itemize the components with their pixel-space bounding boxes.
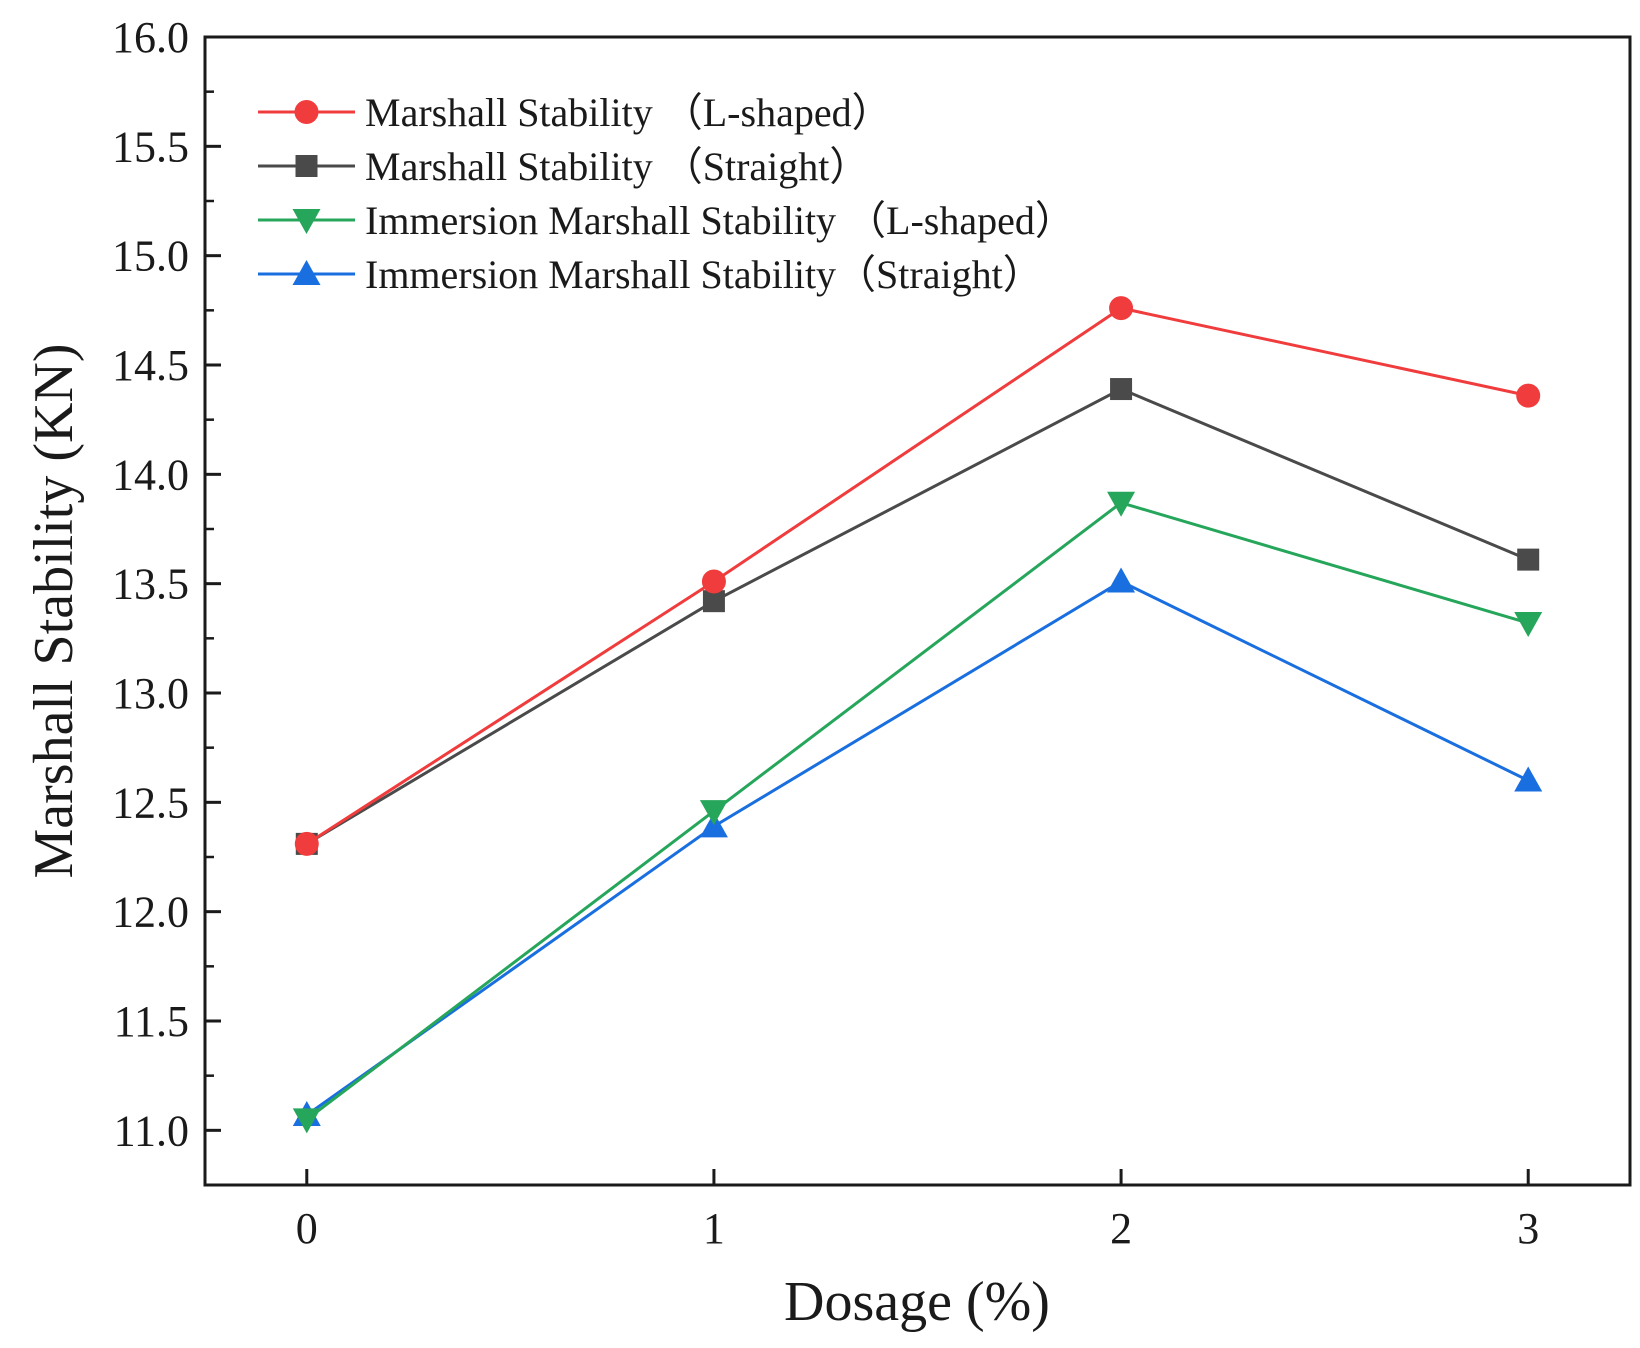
data-point (1517, 548, 1540, 571)
series-line (305, 501, 1529, 1121)
legend-marker (292, 209, 321, 234)
series-2 (292, 491, 1543, 1134)
y-tick-label: 14.0 (112, 450, 189, 499)
y-tick-label: 15.5 (112, 122, 189, 171)
legend-marker (295, 155, 318, 177)
y-tick-label: 12.5 (112, 778, 189, 827)
data-point (1514, 766, 1543, 792)
legend-marker (292, 260, 321, 285)
data-point (1109, 296, 1134, 321)
data-point (701, 569, 726, 594)
data-point (699, 800, 728, 826)
x-tick-label: 0 (296, 1204, 318, 1253)
data-point (294, 831, 319, 856)
y-axis-title: Marshall Stability (KN) (23, 343, 85, 878)
y-tick-label: 13.0 (112, 669, 189, 718)
legend-item: Marshall Stability （L-shaped） (258, 90, 892, 135)
legend-label: Immersion Marshall Stability（Straight） (365, 252, 1043, 297)
data-point (1110, 378, 1133, 401)
series-layer (292, 296, 1543, 1134)
series-line (305, 579, 1529, 1117)
y-tick-label: 16.0 (112, 13, 189, 62)
data-point (1107, 567, 1136, 593)
x-tick-label: 3 (1517, 1204, 1539, 1253)
legend-label: Immersion Marshall Stability （L-shaped） (365, 198, 1075, 243)
x-axis-ticks: 0 1 2 3 (296, 1169, 1539, 1253)
y-axis-ticks: 11.0 11.5 12.0 12.5 13.0 13.5 14.0 14.5 15.0 15.5… (112, 13, 221, 1155)
y-tick-label: 12.0 (112, 888, 189, 937)
legend-label: Marshall Stability （Straight） (365, 144, 869, 189)
plot-frame (203, 35, 1632, 1187)
x-tick-label: 2 (1110, 1204, 1132, 1253)
series-0 (294, 296, 1541, 856)
data-point (1516, 383, 1541, 408)
series-line (306, 387, 1529, 846)
legend-label: Marshall Stability （L-shaped） (365, 90, 892, 135)
y-tick-label: 13.5 (112, 560, 189, 609)
legend-marker (294, 100, 319, 124)
y-tick-label: 14.5 (112, 341, 189, 390)
y-tick-label: 11.0 (114, 1106, 189, 1155)
legend: Marshall Stability （L-shaped） Marshall St… (258, 90, 1075, 297)
series-1 (295, 378, 1540, 855)
data-point (292, 1108, 321, 1134)
data-point (1107, 491, 1136, 517)
series-3 (292, 567, 1543, 1127)
legend-item: Marshall Stability （Straight） (258, 144, 869, 189)
y-tick-label: 11.5 (114, 997, 189, 1046)
data-point (1514, 612, 1543, 638)
data-point (702, 590, 725, 613)
y-tick-label: 15.0 (112, 232, 189, 281)
x-tick-label: 1 (703, 1204, 725, 1253)
x-axis-title: Dosage (%) (784, 1271, 1050, 1333)
legend-item: Immersion Marshall Stability （L-shaped） (258, 198, 1075, 243)
series-line (305, 306, 1529, 846)
legend-item: Immersion Marshall Stability（Straight） (258, 252, 1043, 297)
